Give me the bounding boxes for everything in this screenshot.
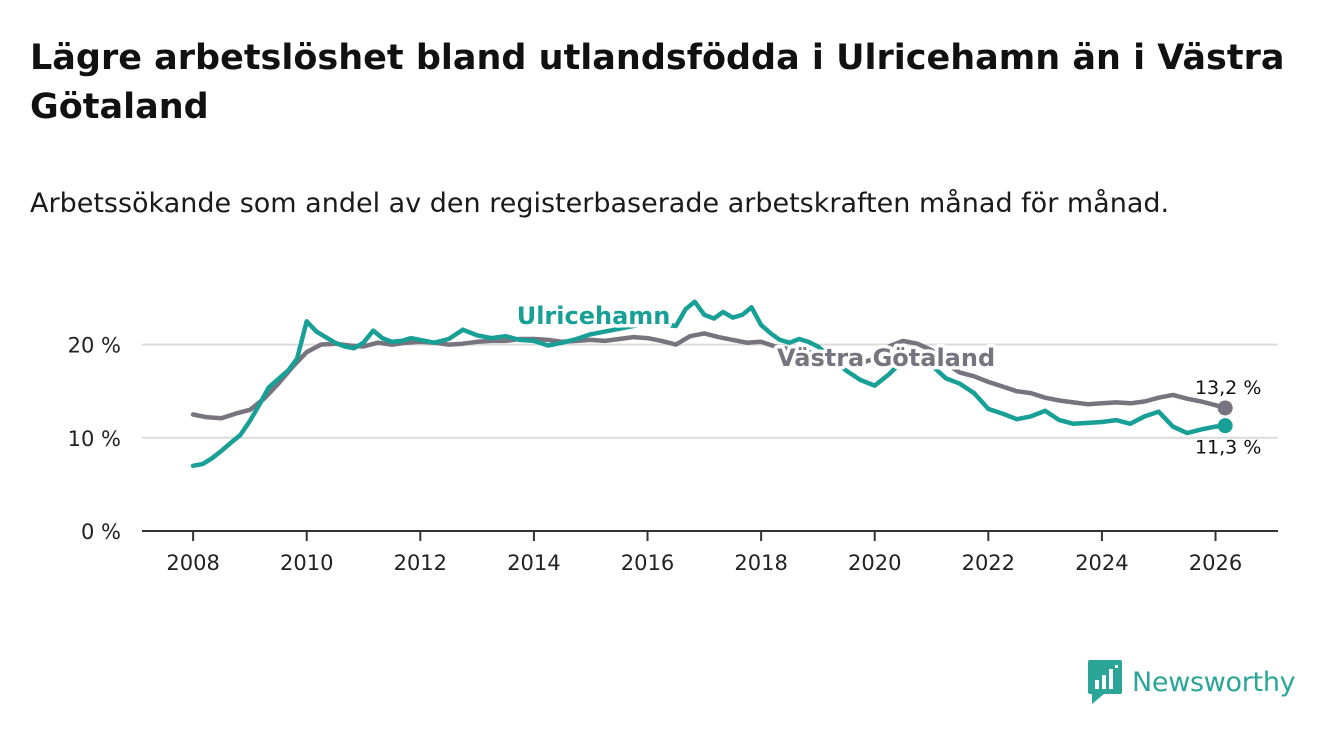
- x-tick-label: 2024: [1075, 551, 1128, 575]
- x-tick-label: 2020: [848, 551, 901, 575]
- x-tick-label: 2012: [394, 551, 447, 575]
- series-label-v-stra-g-taland: Västra Götaland: [777, 344, 995, 372]
- y-tick-label: 10 %: [68, 427, 121, 451]
- series-labels: Västra Götaland Ulricehamn 13,2 % 11,3 %: [513, 299, 1261, 459]
- y-tick-label: 0 %: [81, 520, 121, 544]
- gridlines: [142, 343, 1278, 439]
- chart-subtitle: Arbetssökande som andel av den registerb…: [30, 188, 1170, 219]
- x-tick-label: 2010: [280, 551, 333, 575]
- x-tick-label: 2022: [962, 551, 1015, 575]
- newsworthy-brand: Newsworthy: [1088, 660, 1296, 704]
- series-label-ulricehamn: Ulricehamn: [517, 302, 671, 330]
- series-line-ulricehamn: [190, 299, 1228, 469]
- x-tick-label: 2014: [507, 551, 560, 575]
- x-tick-label: 2008: [166, 551, 219, 575]
- end-value-label-v-stra-g-taland: 13,2 %: [1195, 377, 1261, 399]
- series-lines: [190, 299, 1233, 469]
- y-axis: 0 % 10 % 20 %: [68, 334, 121, 544]
- end-point-ulricehamn: [1217, 418, 1233, 434]
- x-axis: 2008 2010 2012 2014 2016 2018 2020 2022 2024 2026: [142, 530, 1278, 575]
- series-line-v-stra-g-taland: [190, 331, 1228, 421]
- chart-title: Lägre arbetslöshet bland utlandsfödda i …: [30, 38, 1285, 127]
- end-value-label-ulricehamn: 11,3 %: [1195, 437, 1261, 459]
- x-tick-label: 2026: [1189, 551, 1242, 575]
- x-tick-label: 2018: [734, 551, 787, 575]
- end-point-v-stra-g-taland: [1217, 400, 1233, 416]
- brand-name: Newsworthy: [1132, 666, 1296, 698]
- y-tick-label: 20 %: [68, 334, 121, 358]
- bar-chart-logo-icon: [1088, 660, 1122, 704]
- x-tick-label: 2016: [621, 551, 674, 575]
